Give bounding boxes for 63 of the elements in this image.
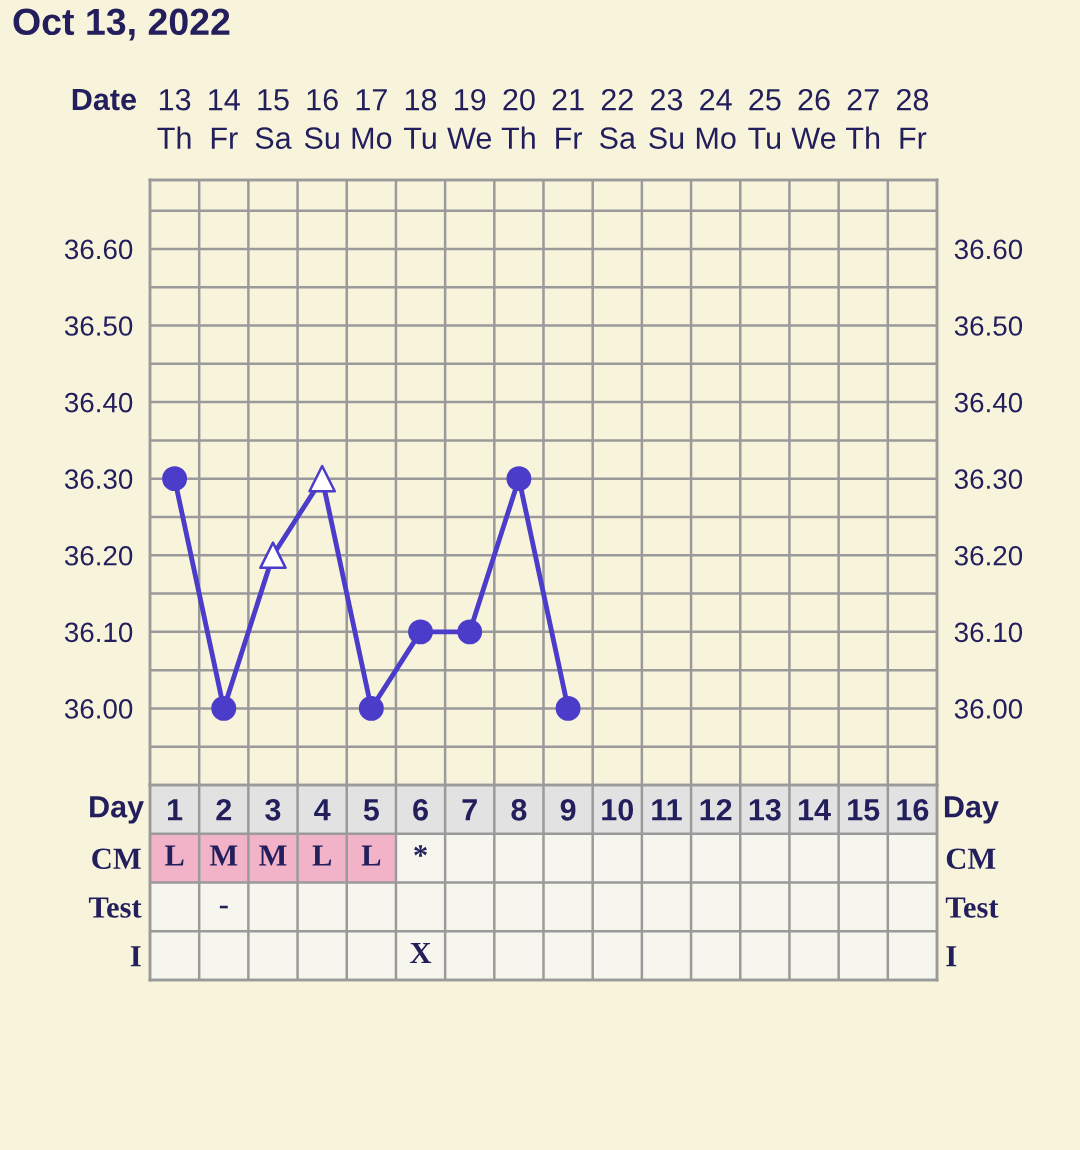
x-tick-label: 21 Fr: [552, 88, 584, 149]
y-tick-label: 36.40: [64, 392, 133, 413]
y-tick-label: 36.00: [64, 699, 133, 719]
x-tick-label: 6: [413, 798, 428, 821]
x-tick-label: 17 Mo: [352, 89, 392, 149]
point: [358, 695, 384, 721]
x-tick-label: 15 Sa: [255, 89, 292, 149]
x-tick-label: 5: [363, 799, 379, 821]
x-tick-label: 26 We: [791, 88, 836, 149]
x-tick-label: 14 Fr: [209, 89, 240, 149]
point: [408, 619, 433, 645]
x-tick-label: 10: [602, 798, 634, 821]
point: [555, 695, 581, 721]
x-tick-label: 12: [700, 798, 732, 821]
x-tick-label: 22 Sa: [599, 88, 636, 149]
text: M: [209, 845, 238, 866]
point: [457, 619, 483, 645]
x-axis-title: Date: [72, 88, 136, 111]
x-tick-label: 14: [798, 799, 831, 821]
x-axis-title: Day: [90, 796, 144, 824]
text: Day: [944, 796, 999, 824]
y-tick-label: 36.10: [64, 622, 133, 643]
y-tick-label: 36.20: [64, 545, 133, 566]
x-tick-label: 16 Su: [304, 88, 339, 149]
x-tick-label: 15: [848, 799, 880, 821]
chart-title: Oct 13, 2022: [13, 8, 230, 41]
text: M: [259, 845, 287, 866]
x-tick-label: 20 Th: [501, 88, 535, 149]
point: [506, 466, 532, 492]
text: L: [312, 845, 332, 866]
x-tick-label: 24 Mo: [696, 88, 736, 149]
x-tick-label: 18 Tu: [403, 88, 437, 149]
x-tick-label: 7: [462, 799, 477, 821]
point: [162, 466, 188, 492]
x-tick-label: 25 Tu: [748, 88, 781, 149]
text: *: [414, 845, 427, 857]
point: [211, 695, 237, 721]
x-tick-label: 16: [897, 798, 929, 821]
x-tick-label: 8: [511, 798, 527, 821]
y-tick-label: 36.50: [64, 316, 133, 336]
y-tick-label: Test: [945, 897, 999, 918]
y-tick-label: 36.60: [64, 239, 133, 260]
x-tick-label: 9: [560, 798, 576, 821]
x-tick-label: 4: [314, 799, 331, 821]
text: X: [410, 942, 432, 963]
point: [308, 464, 337, 493]
x-tick-label: 1: [168, 799, 183, 821]
y-tick-label: I: [946, 946, 957, 967]
y-tick-label: 36.30: [64, 469, 133, 490]
y-tick-label: CM: [946, 848, 996, 870]
text: L: [164, 845, 184, 866]
x-tick-label: 13: [749, 798, 781, 821]
text: -: [219, 905, 228, 909]
point: [259, 541, 287, 570]
x-tick-label: 19 We: [447, 88, 492, 149]
x-tick-label: 3: [265, 798, 281, 821]
x-tick-label: 2: [216, 798, 232, 821]
text: L: [361, 845, 381, 866]
x-tick-label: 28 Fr: [896, 88, 929, 149]
x-tick-label: 27 Th: [846, 88, 880, 149]
x-tick-label: 11: [652, 799, 682, 821]
x-tick-label: 13 Th: [157, 88, 191, 149]
x-tick-label: 23 Su: [649, 88, 684, 149]
